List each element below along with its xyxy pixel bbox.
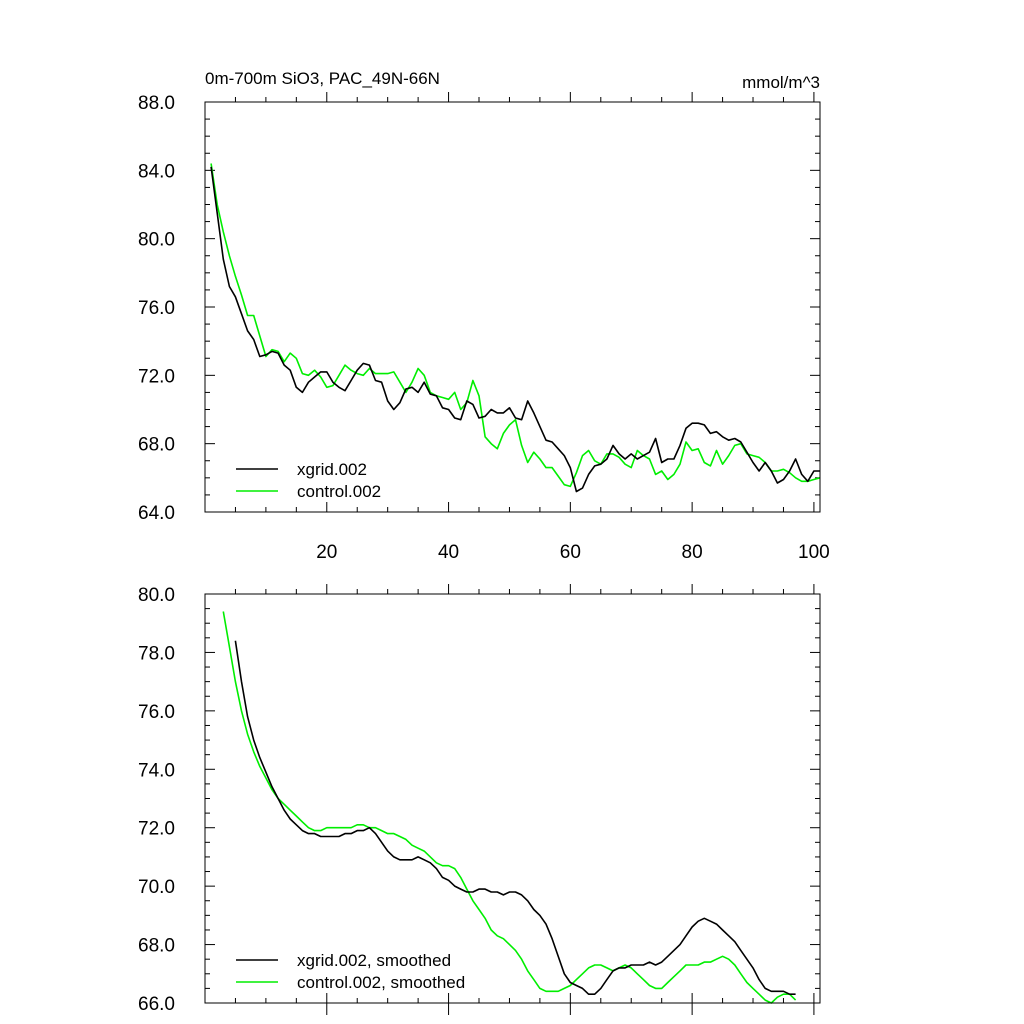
bottom-panel: 66.0 68.0 70.0 72.0 74.0 76.0 78.0 80.0 xgrid.0… — [138, 584, 821, 1015]
y-tick-label: 88.0 — [138, 93, 175, 114]
x-tick-label: 80 — [682, 542, 703, 563]
x-tick-label: 100 — [798, 542, 830, 563]
series-lines — [210, 163, 821, 493]
plot-frame — [204, 593, 821, 1004]
x-tick-label: 20 — [316, 542, 337, 563]
y-tick-label: 84.0 — [138, 161, 175, 182]
legend: xgrid.002 control.002 — [236, 460, 381, 501]
y-tick-label: 80.0 — [138, 230, 175, 251]
y-tick-label: 66.0 — [138, 994, 175, 1015]
y-tick-label: 72.0 — [138, 366, 175, 387]
y-tick-label: 80.0 — [138, 585, 175, 606]
y-tick-label: 78.0 — [138, 643, 175, 664]
top-panel: 0m-700m SiO3, PAC_49N-66N mmol/m^3 64.06… — [138, 69, 830, 563]
plot-frame — [204, 101, 821, 513]
x-tick-label: 40 — [438, 542, 459, 563]
series-lines — [222, 611, 797, 1004]
series-line-xgrid — [210, 166, 820, 493]
legend-label-control-smoothed: control.002, smoothed — [297, 973, 465, 992]
legend-label-control: control.002 — [297, 482, 381, 501]
x-tick-label: 60 — [560, 542, 581, 563]
series-line-control — [222, 611, 797, 1004]
y-tick-label: 68.0 — [138, 435, 175, 456]
chart-title: 0m-700m SiO3, PAC_49N-66N — [205, 69, 440, 88]
y-tick-label: 68.0 — [138, 936, 175, 957]
y-tick-label: 64.0 — [138, 503, 175, 524]
y-tick-labels: 64.0 68.0 72.0 76.0 80.0 84.0 88.0 — [138, 93, 175, 524]
y-tick-label: 70.0 — [138, 877, 175, 898]
axis-ticks — [205, 92, 820, 513]
series-line-control — [210, 163, 821, 488]
y-tick-label: 76.0 — [138, 702, 175, 723]
y-tick-label: 76.0 — [138, 298, 175, 319]
legend: xgrid.002, smoothed control.002, smoothe… — [236, 951, 465, 992]
units-label: mmol/m^3 — [742, 73, 820, 92]
legend-label-xgrid-smoothed: xgrid.002, smoothed — [297, 951, 451, 970]
series-line-xgrid — [234, 640, 796, 996]
x-tick-labels: 20 40 60 80 100 — [316, 542, 830, 563]
y-tick-label: 72.0 — [138, 819, 175, 840]
y-tick-label: 74.0 — [138, 760, 175, 781]
y-tick-labels: 66.0 68.0 70.0 72.0 74.0 76.0 78.0 80.0 — [138, 585, 175, 1015]
legend-label-xgrid: xgrid.002 — [297, 460, 367, 479]
